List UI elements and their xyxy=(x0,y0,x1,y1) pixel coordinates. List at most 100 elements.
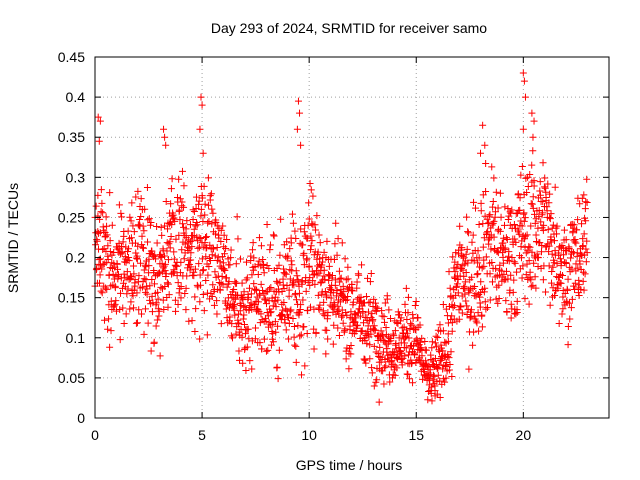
x-tick-label: 5 xyxy=(198,427,206,443)
data-point xyxy=(518,222,526,230)
data-point xyxy=(161,133,169,141)
data-point xyxy=(477,278,485,286)
data-point xyxy=(270,232,278,240)
data-point xyxy=(172,307,180,315)
data-point xyxy=(464,259,472,267)
data-point xyxy=(112,307,120,315)
data-point xyxy=(374,304,382,312)
data-point xyxy=(490,233,498,241)
data-point xyxy=(334,302,342,310)
data-point xyxy=(287,306,295,314)
data-point xyxy=(474,247,482,255)
data-point xyxy=(446,284,454,292)
data-points xyxy=(91,69,591,406)
data-point xyxy=(274,296,282,304)
data-point xyxy=(92,202,100,210)
data-point xyxy=(185,317,193,325)
data-point xyxy=(161,267,169,275)
data-point xyxy=(161,252,169,260)
data-point xyxy=(176,195,184,203)
data-point xyxy=(162,141,170,149)
data-point xyxy=(169,211,177,219)
data-point xyxy=(496,189,504,197)
data-point xyxy=(404,309,412,317)
data-point xyxy=(404,329,412,337)
data-point xyxy=(380,364,388,372)
data-point xyxy=(478,264,486,272)
data-point xyxy=(439,347,447,355)
data-point xyxy=(100,227,108,235)
data-point xyxy=(386,378,394,386)
data-point xyxy=(546,214,554,222)
data-point xyxy=(182,225,190,233)
data-point xyxy=(444,330,452,338)
data-point xyxy=(315,304,323,312)
data-point xyxy=(283,238,291,246)
data-point xyxy=(325,262,333,270)
data-point xyxy=(292,267,300,275)
data-point xyxy=(199,291,207,299)
data-point xyxy=(292,342,300,350)
data-point xyxy=(544,180,552,188)
data-point xyxy=(530,182,538,190)
data-point xyxy=(264,346,272,354)
data-point xyxy=(297,331,305,339)
data-point xyxy=(336,275,344,283)
data-point xyxy=(481,298,489,306)
data-point xyxy=(513,308,521,316)
data-point xyxy=(132,249,140,257)
data-point xyxy=(405,334,413,342)
data-point xyxy=(556,255,564,263)
data-point xyxy=(202,233,210,241)
y-axis-label: SRMTID / TECUs xyxy=(5,183,21,293)
data-point xyxy=(472,204,480,212)
data-point xyxy=(284,252,292,260)
data-point xyxy=(413,336,421,344)
data-point xyxy=(530,117,538,125)
data-point xyxy=(156,352,164,360)
data-point xyxy=(527,276,535,284)
data-point xyxy=(573,249,581,257)
data-point xyxy=(290,333,298,341)
data-point xyxy=(167,232,175,240)
data-point xyxy=(201,211,209,219)
data-point xyxy=(204,201,212,209)
data-point xyxy=(367,270,375,278)
data-point xyxy=(150,338,158,346)
data-point xyxy=(178,167,186,175)
data-point xyxy=(310,345,318,353)
data-point xyxy=(477,207,485,215)
data-point xyxy=(366,278,374,286)
data-point xyxy=(582,258,590,266)
data-point xyxy=(330,321,338,329)
data-point xyxy=(563,286,571,294)
data-point xyxy=(463,213,471,221)
data-point xyxy=(377,335,385,343)
y-tick-label: 0.45 xyxy=(58,49,85,65)
data-point xyxy=(488,221,496,229)
data-point xyxy=(231,311,239,319)
data-point xyxy=(94,212,102,220)
data-point xyxy=(370,382,378,390)
data-point xyxy=(524,183,532,191)
data-point xyxy=(473,271,481,279)
data-point xyxy=(206,257,214,265)
data-point xyxy=(445,366,453,374)
data-point xyxy=(130,304,138,312)
data-point xyxy=(250,280,258,288)
data-point xyxy=(521,232,529,240)
data-point xyxy=(581,205,589,213)
data-point xyxy=(444,352,452,360)
data-point xyxy=(342,276,350,284)
data-point xyxy=(288,261,296,269)
data-point xyxy=(366,355,374,363)
data-point xyxy=(433,390,441,398)
data-point xyxy=(526,171,534,179)
data-point xyxy=(564,341,572,349)
y-tick-label: 0 xyxy=(77,410,85,426)
data-point xyxy=(526,268,534,276)
data-point xyxy=(461,260,469,268)
data-point xyxy=(280,284,288,292)
data-point xyxy=(249,266,257,274)
data-point xyxy=(278,310,286,318)
